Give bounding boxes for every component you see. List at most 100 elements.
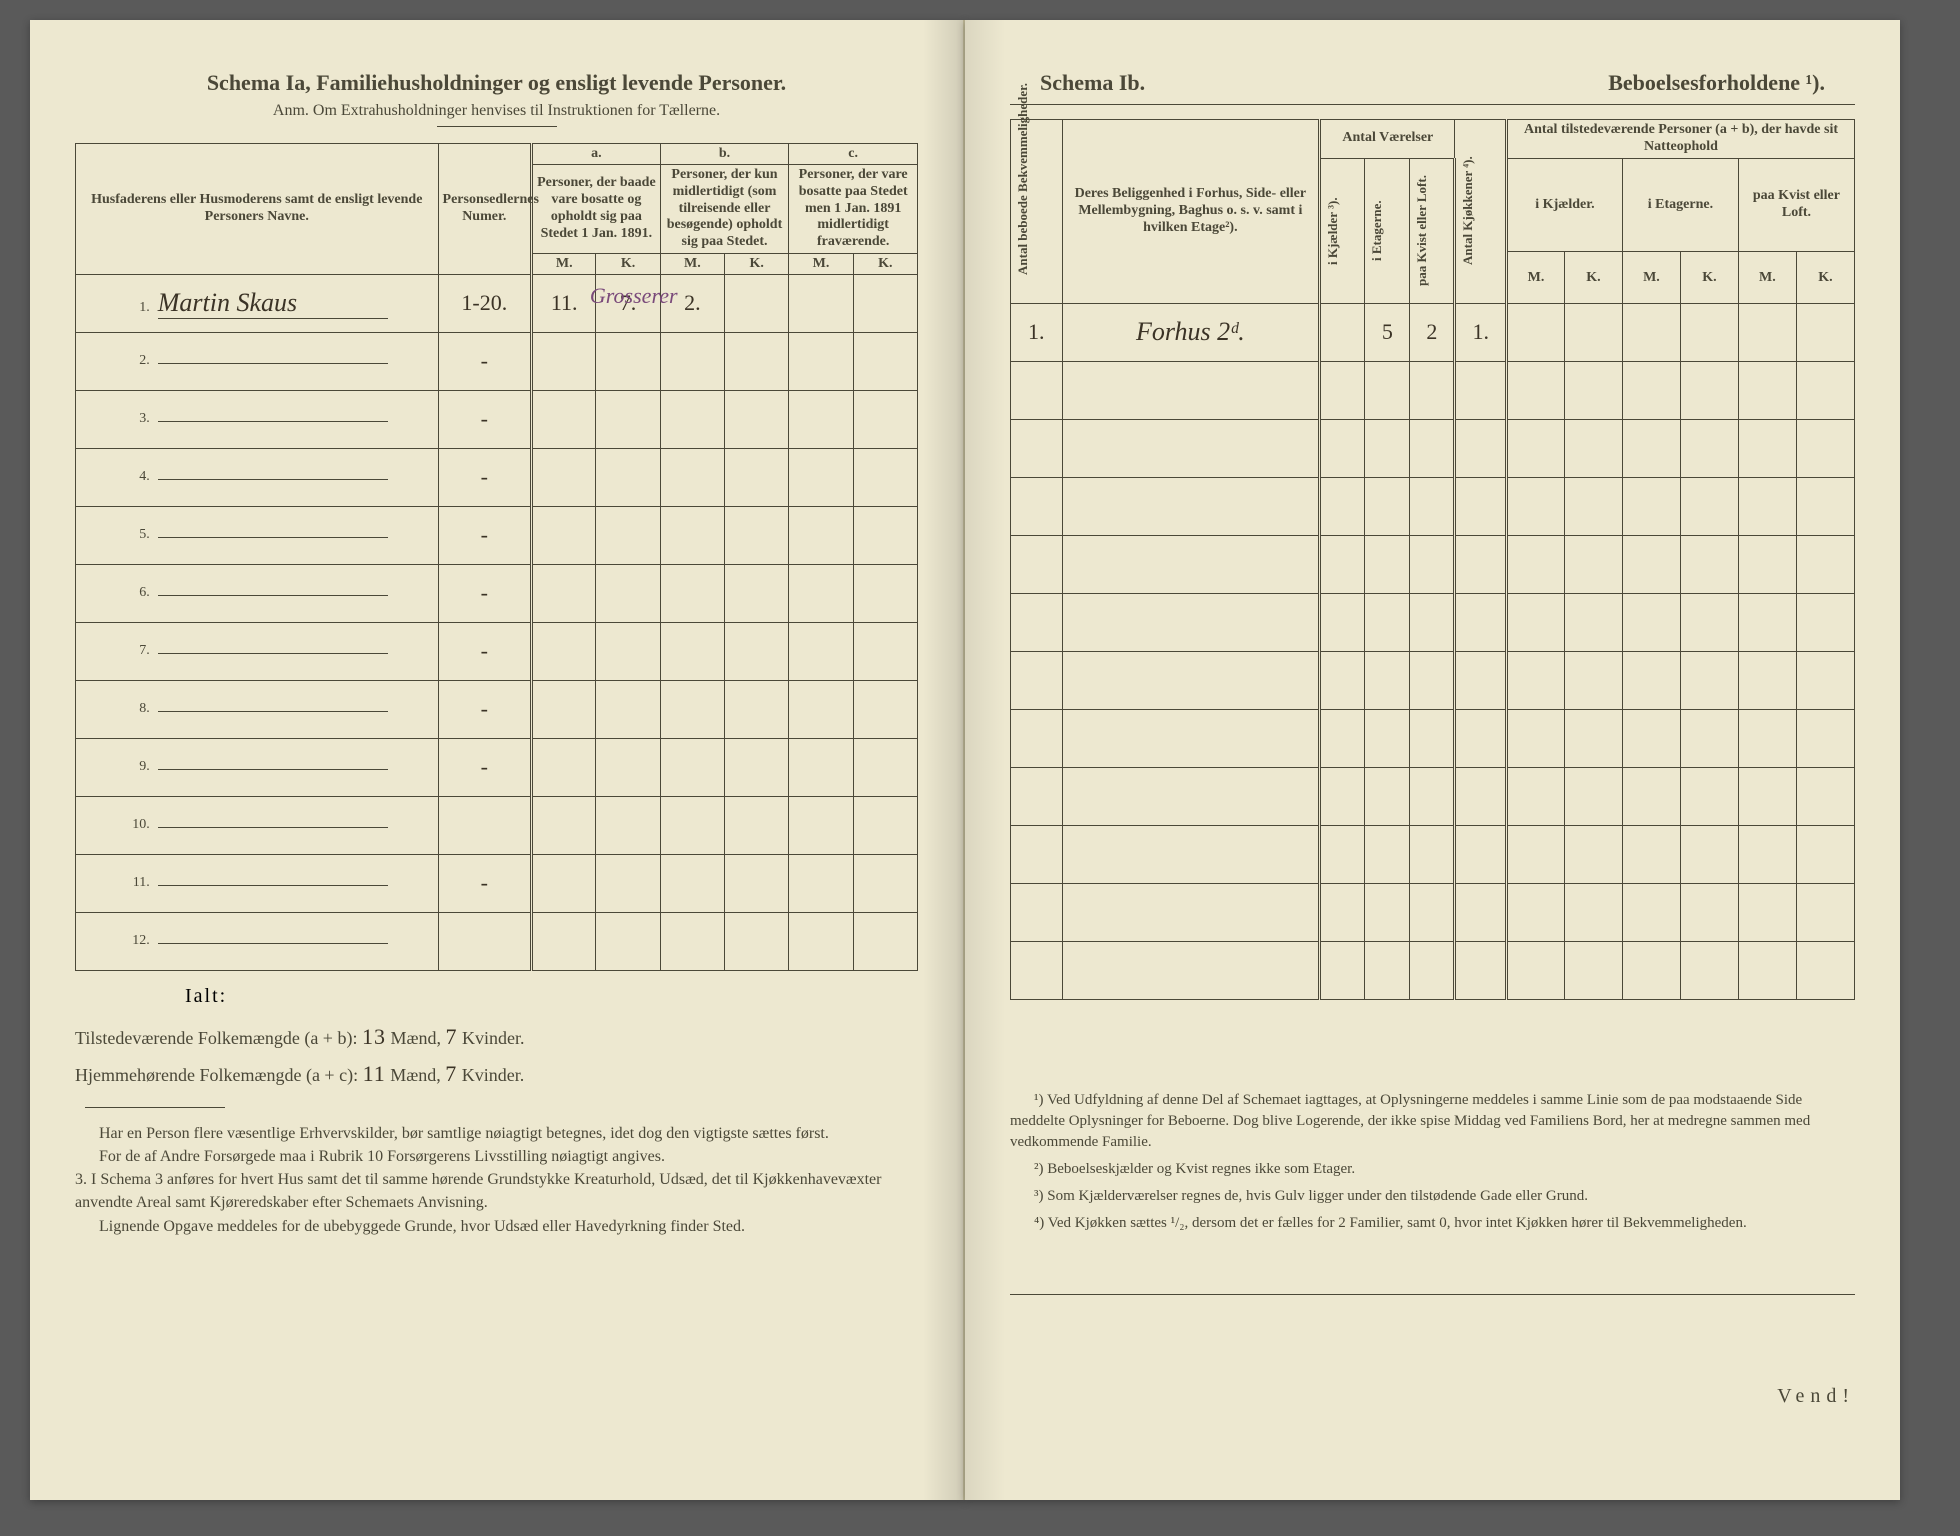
cell-eM [1622,941,1680,999]
cell-bM [660,796,724,854]
cell-ps: - [438,738,532,796]
cell-cM [789,912,853,970]
table-row [1011,419,1855,477]
cell-rkv [1410,535,1455,593]
cell-aM [532,854,596,912]
cell-bM [660,738,724,796]
table-row: 4.- [76,448,918,506]
cell-kM [1507,651,1565,709]
cell-rkv [1410,593,1455,651]
cell-aM [532,332,596,390]
cell-name: 3. [76,390,439,448]
cell-lM [1738,825,1796,883]
cell-aK [596,796,660,854]
cell-cK [853,390,917,448]
hdr-room-kv: paa Kvist eller Loft. [1410,158,1455,303]
cell-eM [1622,883,1680,941]
cell-eM [1622,651,1680,709]
cell-n [1011,767,1063,825]
cell-lM [1738,883,1796,941]
cell-cK [853,738,917,796]
cell-re [1365,477,1410,535]
hdr-kjK: K. [1564,252,1622,303]
cell-re [1365,361,1410,419]
cell-name: 8. [76,680,439,738]
cell-kM [1507,883,1565,941]
cell-lM [1738,593,1796,651]
cell-cM [789,564,853,622]
tot1-a: Tilstedeværende Folkemængde (a + b): [75,1028,362,1048]
fn1: ¹) Ved Udfyldning af denne Del af Schema… [1010,1090,1855,1153]
cell-eK [1680,709,1738,767]
cell-kK [1564,709,1622,767]
cell-name: 2. [76,332,439,390]
cell-re [1365,651,1410,709]
table-row: 8.- [76,680,918,738]
tot2-mid: Mænd, [390,1065,445,1085]
cell-lK [1796,825,1854,883]
cell-kM [1507,477,1565,535]
cell-eK [1680,651,1738,709]
cell-ps: - [438,448,532,506]
foot-p3: 3. I Schema 3 anføres for hvert Hus samt… [75,1168,918,1214]
cell-lK [1796,883,1854,941]
hdr-cM: M. [789,253,853,274]
cell-bK [725,738,789,796]
tot2-m: 11 [363,1061,386,1086]
hdr-bK: K. [725,253,789,274]
cell-aK [596,622,660,680]
cell-n [1011,535,1063,593]
hdr-kjokkener: Antal Kjøkkener ⁴). [1455,120,1507,304]
cell-cK [853,854,917,912]
cell-ps [438,912,532,970]
cell-re: 5 [1365,303,1410,361]
cell-eK [1680,535,1738,593]
cell-bM [660,912,724,970]
cell-aM [532,448,596,506]
hdr-a-text: Personer, der baade vare bosatte og opho… [532,165,661,254]
cell-cM [789,448,853,506]
cell-bK [725,564,789,622]
cell-kjok [1455,535,1507,593]
cell-cM [789,274,853,332]
hdr-a: a. [532,144,661,165]
cell-n [1011,477,1063,535]
cell-rkv [1410,883,1455,941]
cell-bM [660,390,724,448]
table-row [1011,535,1855,593]
cell-aM [532,738,596,796]
cell-loc [1062,419,1320,477]
cell-aM [532,506,596,564]
foot-p4: Lignende Opgave meddeles for de ubebygge… [75,1215,918,1238]
cell-loc [1062,883,1320,941]
cell-kK [1564,593,1622,651]
table-row [1011,941,1855,999]
cell-lM [1738,419,1796,477]
cell-kjok [1455,419,1507,477]
table-row: 9.- [76,738,918,796]
cell-cM [789,390,853,448]
cell-n [1011,361,1063,419]
cell-bK [725,448,789,506]
cell-lK [1796,419,1854,477]
cell-bK [725,854,789,912]
cell-lM [1738,477,1796,535]
fn2: ²) Beboelseskjælder og Kvist regnes ikke… [1010,1159,1855,1180]
cell-kjok [1455,883,1507,941]
cell-loc [1062,709,1320,767]
table-row: 3.- [76,390,918,448]
cell-lM [1738,651,1796,709]
tot2-end: Kvinder. [462,1065,525,1085]
cell-name: 10. [76,796,439,854]
table-row: 12. [76,912,918,970]
hdr-etK: K. [1680,252,1738,303]
cell-re [1365,593,1410,651]
tot2-k: 7 [445,1061,457,1086]
cell-cK [853,622,917,680]
cell-lM [1738,535,1796,593]
hdr-antal-personer: Antal tilstedeværende Personer (a + b), … [1507,120,1855,159]
hdr-room-et: i Etagerne. [1365,158,1410,303]
cell-eM [1622,825,1680,883]
cell-lK [1796,535,1854,593]
cell-bM [660,332,724,390]
